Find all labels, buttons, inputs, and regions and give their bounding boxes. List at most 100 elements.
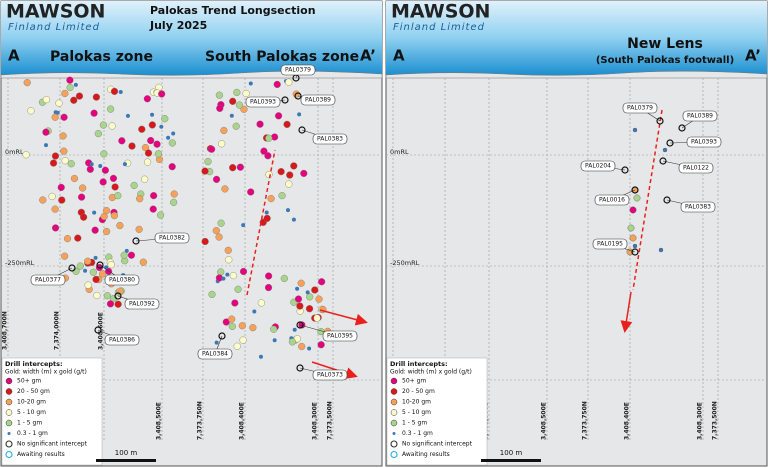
intercept-dot	[150, 192, 158, 200]
intercept-dot	[168, 139, 176, 147]
intercept-dot	[108, 122, 116, 130]
intercept-dot	[248, 81, 253, 86]
hole-marker	[656, 117, 664, 125]
intercept-dot	[74, 234, 82, 242]
intercept-dot	[285, 78, 293, 86]
intercept-dot	[76, 262, 84, 270]
intercept-dot	[201, 237, 209, 246]
intercept-dot	[633, 194, 641, 202]
intercept-dot	[229, 97, 237, 105]
intercept-dot	[658, 247, 664, 253]
elevation-label: -250mRL	[390, 259, 420, 267]
intercept-dot	[147, 136, 155, 145]
intercept-dot	[154, 150, 163, 158]
hole-label-box	[594, 194, 630, 206]
legend-swatch	[390, 388, 398, 395]
intercept-dot	[153, 140, 161, 148]
intercept-dot	[60, 113, 68, 121]
intercept-dot	[306, 293, 314, 301]
hole-marker	[678, 124, 686, 132]
zone-label: Palokas zone	[50, 49, 153, 65]
intercept-dot	[158, 90, 166, 98]
legend-label: Awaiting results	[402, 451, 450, 458]
legend-label: 5 - 10 gm	[17, 409, 46, 416]
hole-label: PAL0393	[250, 99, 276, 106]
intercept-dot	[120, 251, 128, 259]
intercept-dot	[75, 92, 84, 100]
intercept-dot	[93, 291, 101, 300]
intercept-dot	[116, 221, 124, 230]
intercept-dot	[80, 213, 88, 221]
intercept-dot	[125, 113, 130, 118]
hole-label: PAL0384	[202, 351, 228, 358]
hole-marker	[631, 248, 639, 256]
intercept-dot	[221, 276, 226, 281]
legend-title: Drill intercepts:	[390, 360, 448, 368]
hole-marker	[132, 237, 140, 245]
intercept-dot	[141, 175, 149, 183]
intercept-dot	[161, 115, 169, 123]
legend-label: No significant intercept	[402, 441, 473, 448]
intercept-dot	[89, 268, 97, 276]
intercept-dot	[260, 147, 268, 155]
intercept-dot	[283, 120, 291, 128]
intercept-dot	[106, 105, 115, 113]
intercept-dot	[102, 206, 111, 215]
intercept-dot	[143, 95, 151, 103]
intercept-dot	[217, 268, 225, 276]
intercept-dot	[70, 174, 79, 183]
intercept-dot	[39, 196, 47, 204]
hole-label: PAL0383	[317, 136, 343, 143]
legend-swatch	[392, 432, 396, 435]
legend-subtitle: Gold: width (m) x gold (g/t)	[390, 369, 472, 376]
intercept-dot	[224, 246, 232, 254]
hole-label: PAL0195	[597, 241, 623, 248]
legend-swatch	[390, 377, 398, 385]
intercept-dot	[60, 147, 68, 155]
intercept-dot	[166, 135, 171, 140]
intercept-dot	[298, 342, 306, 351]
arrow	[311, 361, 358, 379]
intercept-dot	[214, 340, 219, 345]
intercept-dot	[99, 178, 107, 186]
intercept-dot	[208, 145, 216, 153]
intercept-dot	[288, 338, 296, 346]
intercept-dot	[295, 286, 300, 291]
intercept-dot	[91, 226, 99, 234]
hole-label-box	[124, 298, 160, 310]
intercept-dot	[271, 133, 279, 141]
intercept-dot	[86, 165, 94, 173]
intercept-dot	[297, 112, 302, 117]
intercept-dot	[61, 252, 69, 260]
logo: MAWSON	[6, 1, 105, 23]
intercept-dot	[43, 143, 48, 148]
intercept-dot	[285, 208, 290, 213]
intercept-dot	[204, 157, 212, 166]
hole-label: PAL0379	[627, 105, 653, 112]
hole-label: PAL0395	[327, 333, 353, 340]
intercept-dot	[48, 192, 56, 201]
legend-subtitle: Gold: width (m) x gold (g/t)	[5, 369, 87, 376]
legend-swatch	[5, 398, 13, 406]
coordinate-label: 3,408,500E	[541, 402, 548, 440]
coordinate-label: 3,408,700N	[2, 311, 9, 350]
hole-label-box	[312, 369, 348, 381]
intercept-dot	[124, 248, 129, 253]
legend-swatch	[390, 450, 398, 459]
intercept-dot	[298, 321, 306, 329]
sky	[386, 1, 767, 75]
intercept-dot	[58, 196, 66, 204]
topography	[385, 70, 768, 79]
intercept-dot	[247, 188, 255, 196]
trend-line	[632, 109, 663, 291]
sky	[1, 1, 382, 75]
intercept-dot	[265, 134, 273, 142]
intercept-dot	[130, 181, 138, 190]
intercept-dot	[265, 170, 273, 179]
hole-label: PAL0377	[35, 277, 61, 284]
intercept-dot	[109, 174, 118, 182]
intercept-dot	[79, 184, 87, 192]
logo-sub: Finland Limited	[393, 22, 485, 33]
